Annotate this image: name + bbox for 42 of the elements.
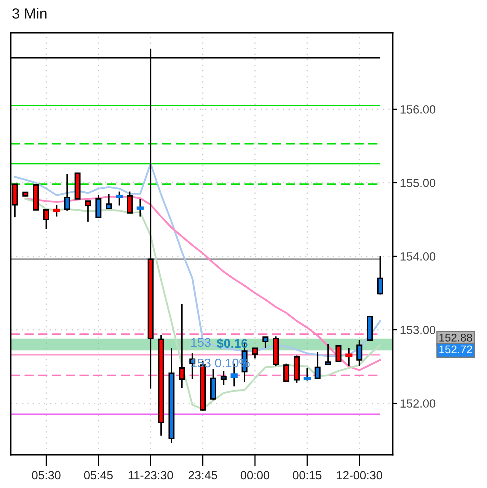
candlestick [220,370,227,386]
chart-title: 3 Min [12,8,47,19]
y-tick-label: 154.00 [400,252,436,261]
candlestick [262,336,269,350]
x-tick-label: 05:30 [32,471,61,480]
candlestick [336,345,342,362]
candlestick [356,340,363,367]
candlestick [126,191,133,214]
candlestick [116,191,124,206]
x-tick-label: 11-23:30 [128,471,174,480]
candlestick [64,173,70,212]
candlestick [284,363,290,383]
line-series [24,196,382,372]
candlestick [367,316,374,342]
candlestick [136,198,144,218]
candlestick [85,200,92,223]
ref-line-label: 153 [191,338,211,348]
candlestick [377,256,384,296]
text: 152.72 [440,346,472,354]
x-tick-label: 00:00 [240,471,270,480]
candlestick [43,209,50,230]
y-tick-label: 156.00 [400,105,436,114]
candlestick [106,193,112,210]
candlestick [294,355,300,384]
candlestick [53,204,60,218]
candlestick [314,351,321,380]
band-label: $0.16 [217,338,248,349]
candlestick [96,194,102,218]
candlestick [346,348,353,367]
x-tick-label: 00:15 [293,471,322,480]
x-tick-label: 05:45 [84,471,113,480]
x-tick-label: 12-00:30 [337,471,382,480]
candlestick [179,304,186,389]
candlestick [210,368,216,402]
candlestick [252,348,258,360]
x-tick-label: 23:45 [188,471,218,480]
candlestick [325,343,332,366]
y-tick-label: 152.00 [400,400,436,408]
y-tick-label: 153.00 [400,326,436,334]
candlestick [304,368,311,382]
text: 152.88 [440,334,472,342]
y-tick-label: 155.00 [400,179,436,188]
